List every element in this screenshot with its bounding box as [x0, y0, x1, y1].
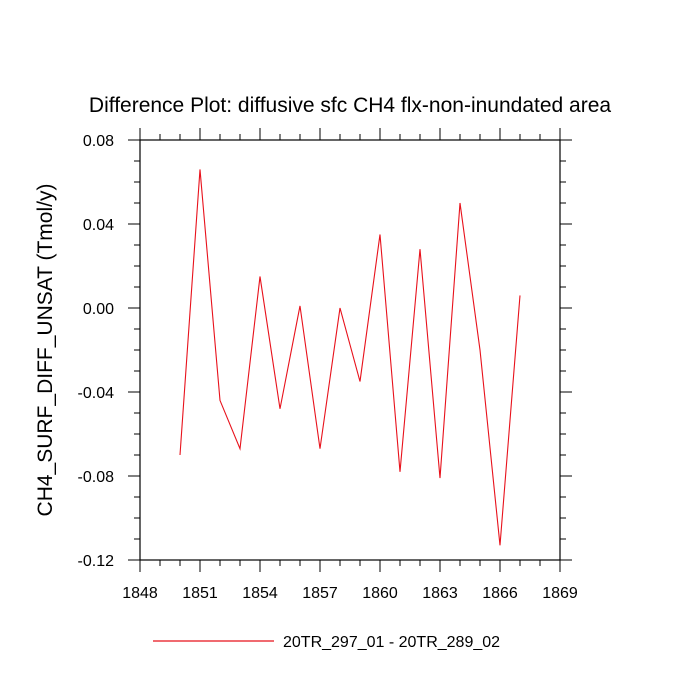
axis-tick-labels: 1848 1851 1854 1857 1860 1863 1866 1869 0.08 0.04…	[78, 133, 578, 602]
legend-label: 20TR_297_01 - 20TR_289_02	[283, 634, 500, 651]
x-tick-label: 1860	[362, 585, 398, 602]
axis-ticks	[128, 128, 572, 572]
x-tick-label: 1863	[422, 585, 458, 602]
x-tick-label: 1848	[122, 585, 158, 602]
x-tick-label: 1869	[542, 585, 578, 602]
y-tick-label: -0.04	[78, 385, 115, 402]
series-line	[179, 169, 521, 546]
x-tick-label: 1854	[242, 585, 278, 602]
y-tick-label: 0.00	[83, 301, 114, 318]
y-tick-label: 0.08	[83, 133, 114, 150]
y-tick-label: -0.12	[78, 553, 115, 570]
x-tick-label: 1857	[302, 585, 338, 602]
y-tick-label: -0.08	[78, 469, 115, 486]
y-axis-label: CH4_SURF_DIFF_UNSAT (Tmol/y)	[34, 184, 57, 517]
series-layer	[179, 169, 521, 546]
chart-title: Difference Plot: diffusive sfc CH4 flx-n…	[89, 94, 611, 117]
x-tick-label: 1851	[182, 585, 218, 602]
legend: 20TR_297_01 - 20TR_289_02	[153, 634, 500, 651]
y-tick-label: 0.04	[83, 217, 114, 234]
x-tick-label: 1866	[482, 585, 518, 602]
